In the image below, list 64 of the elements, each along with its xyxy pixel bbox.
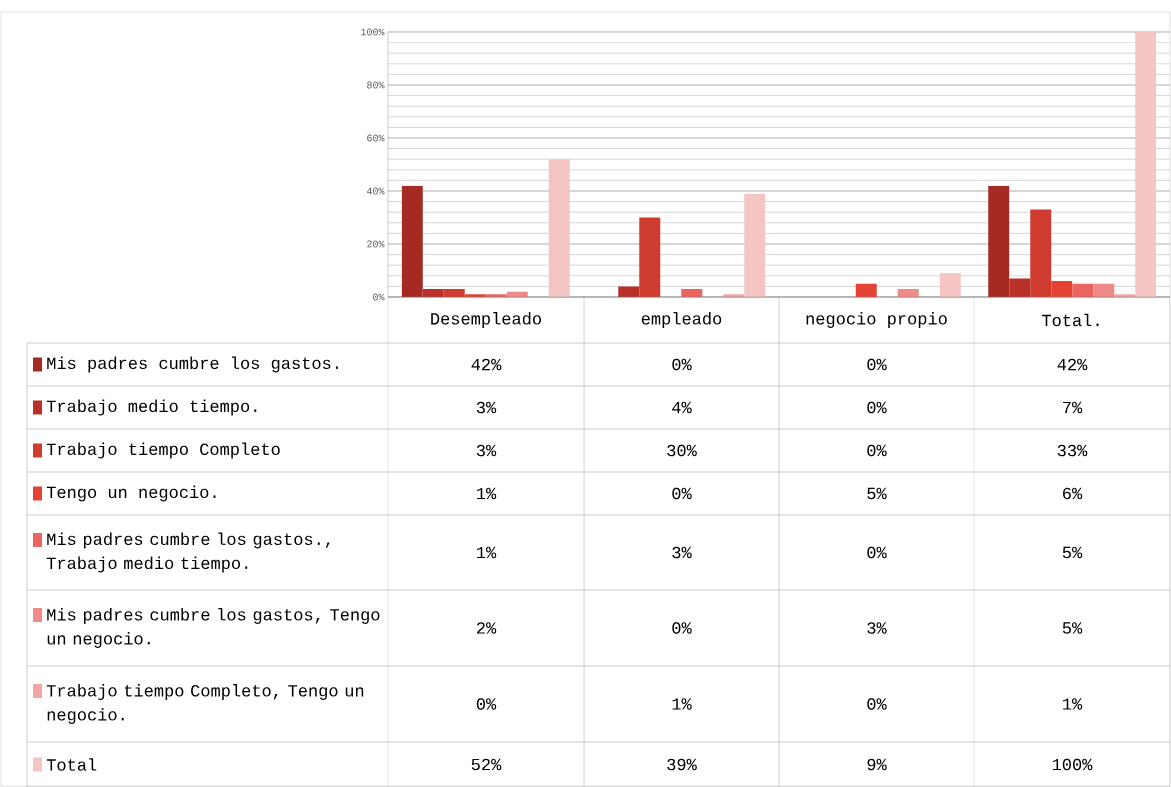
bar: [744, 193, 766, 297]
data-label: 52%: [471, 758, 502, 771]
data-label: 0%: [867, 546, 887, 559]
data-label: 42%: [471, 358, 502, 371]
bar: [548, 159, 570, 297]
bar: [1051, 280, 1073, 297]
data-label: 30%: [667, 444, 697, 457]
x-tick-label: negocio propio: [806, 311, 947, 328]
bar: [1072, 283, 1094, 297]
bar: [1030, 209, 1052, 297]
bar: [1009, 278, 1031, 297]
data-label: 5%: [1062, 622, 1083, 634]
data-label: 3%: [476, 401, 497, 414]
y-tick-label: 100%: [361, 28, 385, 36]
data-label: 1%: [477, 546, 497, 559]
legend-label: Tengo un negocio.: [46, 485, 216, 502]
data-label: 0%: [867, 444, 887, 457]
data-label: 1%: [672, 698, 692, 710]
data-label: 6%: [1063, 487, 1083, 500]
data-label: 0%: [672, 622, 692, 634]
y-tick-label: 80%: [367, 81, 385, 89]
legend-label: Mis padres cumbre los gastos., Trabajo medio tiempo.: [46, 532, 330, 573]
bar: [618, 286, 640, 297]
data-label: 3%: [672, 546, 692, 559]
y-tick-label: 0%: [373, 293, 385, 301]
data-label: 4%: [672, 401, 692, 414]
bar: [855, 283, 877, 297]
data-label: 9%: [867, 758, 887, 771]
data-label: 0%: [476, 698, 497, 710]
legend-label: Trabajo tiempo Completo: [46, 442, 280, 459]
data-label: 0%: [672, 487, 692, 500]
legend-label: Total: [46, 758, 97, 771]
data-label: 100%: [1052, 758, 1093, 771]
legend-label: Trabajo tiempo Completo, Tengo un negocio.: [46, 683, 364, 724]
y-tick-label: 20%: [367, 240, 385, 248]
x-tick-label: empleado: [641, 311, 722, 328]
legend-label: Mis padres cumbre los gastos, Tengo un negocio.: [47, 607, 380, 648]
bar: [988, 185, 1010, 297]
legend-label: Mis padres cumbre los gastos.: [47, 356, 338, 373]
y-tick-label: 60%: [367, 134, 385, 142]
data-label: 7%: [1063, 401, 1083, 414]
x-tick-label: Desempleado: [431, 311, 542, 328]
data-label: 2%: [477, 622, 497, 634]
data-label: 33%: [1057, 444, 1088, 457]
data-label: 1%: [477, 487, 497, 500]
data-label: 42%: [1057, 358, 1088, 371]
data-label: 0%: [867, 401, 887, 414]
data-label: 0%: [867, 698, 887, 710]
data-label: 3%: [476, 444, 497, 457]
data-label: 5%: [867, 487, 887, 500]
bar: [1093, 283, 1115, 297]
data-label: 39%: [667, 758, 697, 771]
y-tick-label: 40%: [366, 187, 385, 195]
data-label: 0%: [672, 358, 692, 371]
x-tick-label: Total.: [1042, 313, 1099, 327]
bar: [401, 185, 423, 297]
data-label: 0%: [867, 358, 887, 371]
data-label: 3%: [867, 622, 887, 634]
bar: [639, 217, 661, 297]
bar: [939, 273, 961, 297]
legend-label: Trabajo medio tiempo.: [46, 399, 257, 416]
data-label: 1%: [1063, 698, 1083, 710]
data-label: 5%: [1062, 546, 1083, 559]
bar: [1135, 31, 1157, 297]
